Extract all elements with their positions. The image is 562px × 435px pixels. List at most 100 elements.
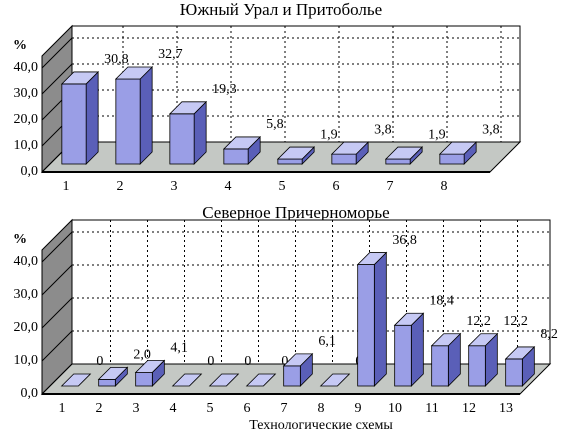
value-label: 0 [281,354,288,369]
value-label: 0 [244,354,251,369]
bar-top [222,136,262,150]
x-tick-label: 7 [387,179,394,194]
bar [277,158,303,165]
value-label: 0 [207,354,214,369]
y-axis-label: % [13,232,27,247]
bar [223,148,249,165]
x-tick-label: 3 [133,401,140,416]
value-label: 12,2 [503,314,528,329]
bar-side [139,66,153,165]
bar-top [171,373,203,387]
x-tick-label: 9 [355,401,362,416]
value-label: 4,1 [170,341,188,356]
bar [431,345,449,387]
y-tick-label: 0,0 [21,164,39,179]
y-tick-label: 20,0 [14,112,39,127]
bar [357,264,375,387]
grid-line [41,37,73,69]
bar [385,158,411,165]
x-tick-label: 8 [318,401,325,416]
bar [98,378,116,387]
bar-top [60,373,92,387]
bar [135,372,153,387]
bar [115,78,141,165]
value-label: 6,1 [318,334,336,349]
grid-line [41,330,73,362]
bar-side [410,312,424,387]
value-label: 5,8 [266,117,284,132]
y-tick-label: 10,0 [14,353,39,368]
bar-top [245,373,277,387]
value-label: 32,7 [158,47,183,62]
bar [468,345,486,387]
value-label: 12,2 [466,314,491,329]
bar [331,153,357,165]
bar-top [330,141,370,155]
bar-top [319,373,351,387]
y-tick-label: 30,0 [14,287,39,302]
x-tick-label: 6 [333,179,340,194]
value-label: 1,9 [320,127,338,142]
grid-line [41,63,73,95]
x-tick-label: 7 [281,401,288,416]
bar [169,113,195,165]
grid-line [41,264,73,296]
x-tick-label: 2 [117,179,124,194]
x-tick-label: 3 [171,179,178,194]
x-tick-label: 6 [244,401,251,416]
y-tick-label: 10,0 [14,138,39,153]
x-tick-label: 8 [441,179,448,194]
x-tick-label: 11 [425,401,438,416]
bar [283,365,301,387]
bar-top [114,66,154,80]
x-tick-label: 10 [388,401,402,416]
bar-side [85,70,99,165]
value-label: 36,8 [392,233,417,248]
bar [505,358,523,387]
bar-top [134,360,166,373]
bar-top [467,333,499,347]
chart-title: Южный Урал и Притоболье [180,0,382,19]
grid-line [41,363,73,395]
value-label: 8,2 [540,327,558,342]
x-tick-label: 1 [63,179,70,194]
bar [439,153,465,165]
value-label: 2,0 [133,348,151,363]
y-tick-label: 40,0 [14,254,39,269]
x-tick-label: 4 [225,179,232,194]
bar-top [282,353,314,367]
x-tick-label: 4 [170,401,177,416]
bar-top [504,346,536,360]
bar-top [97,366,129,380]
x-tick-label: 12 [462,401,476,416]
value-label: 1,9 [428,127,446,142]
value-label: 30,8 [104,52,128,67]
x-tick-label: 13 [499,401,513,416]
grid-line [41,231,73,263]
bar-top [168,101,208,115]
bar-side [373,251,387,387]
value-label: 19,3 [212,82,237,97]
chart-title: Северное Причерноморье [202,203,389,222]
bar [61,83,87,165]
x-tick-label: 5 [279,179,286,194]
bar-top [356,252,388,265]
y-tick-label: 30,0 [14,86,39,101]
x-tick-label: 5 [207,401,214,416]
y-tick-label: 0,0 [21,386,39,401]
bar-top [438,141,478,155]
bar-top [430,333,462,347]
x-axis-label: Технологические схемы [249,418,393,433]
y-axis-label: % [13,38,27,53]
y-tick-label: 20,0 [14,320,39,335]
y-tick-label: 40,0 [14,60,39,75]
bar-top [208,373,240,387]
value-label: 3,8 [482,122,500,137]
value-label: 3,8 [374,122,392,137]
value-label: 18,4 [429,293,454,308]
x-tick-label: 1 [59,401,66,416]
x-tick-label: 2 [96,401,103,416]
bar [394,324,412,387]
bar-top [60,71,100,85]
